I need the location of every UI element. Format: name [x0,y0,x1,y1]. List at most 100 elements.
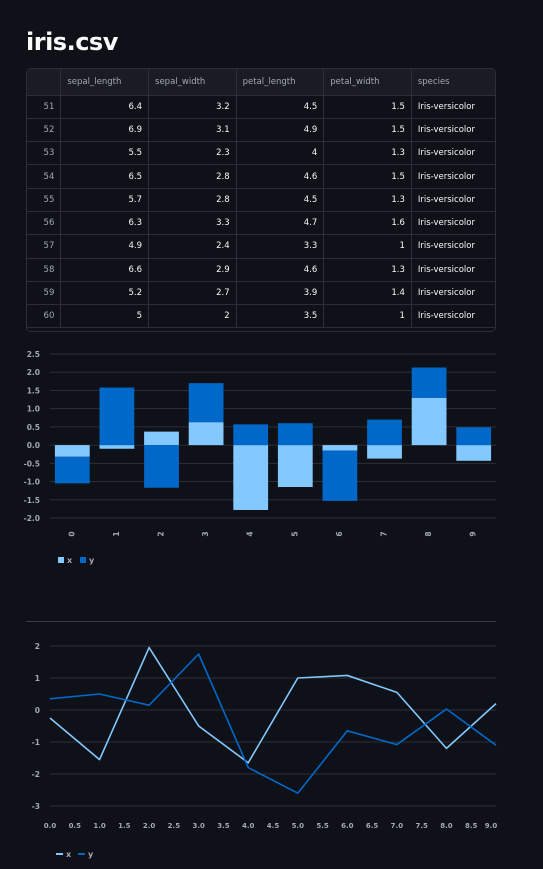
table-cell[interactable]: 5.2 [60,281,150,306]
table-cell[interactable]: 5.5 [60,141,150,166]
table-cell[interactable]: Iris-versicolor [411,164,495,189]
table-cell[interactable]: 6.9 [60,118,150,143]
table-cell[interactable]: 2.9 [148,258,237,282]
bar-x-6[interactable] [322,445,358,451]
row-index[interactable]: 54 [27,164,62,189]
table-cell[interactable]: 4.6 [236,164,325,189]
table-cell[interactable]: 3.2 [148,95,237,119]
row-index[interactable]: 51 [27,95,62,119]
column-header-sepal_length[interactable]: sepal_length [60,69,150,96]
bar-y-3[interactable] [188,383,224,423]
table-cell[interactable]: 1.5 [323,164,412,189]
table-cell[interactable]: Iris-versicolor [411,281,495,306]
bar-x-2[interactable] [144,431,179,446]
row-index[interactable]: 59 [27,281,62,306]
bar-x-7[interactable] [367,445,402,459]
bar-y-9[interactable] [456,427,492,446]
table-cell[interactable]: Iris-versicolor [411,211,495,236]
bar-y-5[interactable] [277,423,313,446]
table-cell[interactable]: 4.9 [236,118,325,143]
table-cell[interactable]: 2 [148,304,237,329]
dataframe-table[interactable]: sepal_length sepal_width petal_length petal… [26,68,496,332]
row-index[interactable]: 60 [27,304,62,329]
column-header-petal_width[interactable]: petal_width [323,69,412,96]
table-cell[interactable]: 6.6 [60,258,150,282]
table-cell[interactable]: 3.9 [236,281,325,306]
legend-swatch-y[interactable] [80,557,86,563]
table-cell[interactable]: 4.5 [236,95,325,119]
row-index[interactable]: 55 [27,188,62,212]
table-cell[interactable]: 6.5 [60,164,150,189]
row-index[interactable]: 57 [27,234,62,259]
table-row[interactable]: 59 5.2 2.7 3.9 1.4 Iris-versicolor [27,281,495,306]
table-cell[interactable]: Iris-versicolor [411,234,495,259]
row-index[interactable]: 52 [27,118,62,143]
bar-y-7[interactable] [367,419,402,446]
column-header-petal_length[interactable]: petal_length [236,69,325,96]
table-cell[interactable]: 4.6 [236,258,325,282]
table-cell[interactable]: 5 [60,304,150,329]
bar-x-8[interactable] [411,397,447,446]
table-cell[interactable]: 2.4 [148,234,237,259]
table-row[interactable]: 56 6.3 3.3 4.7 1.6 Iris-versicolor [27,211,495,236]
table-cell[interactable]: 1.3 [323,258,412,282]
legend-label-y[interactable]: y [89,556,95,565]
table-cell[interactable]: 6.4 [60,95,150,119]
table-cell[interactable]: 1.5 [323,95,412,119]
table-cell[interactable]: 1 [323,234,412,259]
bar-y-1[interactable] [99,387,135,446]
table-cell[interactable]: Iris-versicolor [411,141,495,166]
bar-x-9[interactable] [456,445,492,461]
table-row[interactable]: 52 6.9 3.1 4.9 1.5 Iris-versicolor [27,118,495,143]
table-cell[interactable]: 3.3 [148,211,237,236]
table-cell[interactable]: 3.3 [236,234,325,259]
table-cell[interactable]: 2.7 [148,281,237,306]
table-cell[interactable]: 3.1 [148,118,237,143]
bar-x-5[interactable] [277,445,313,488]
table-cell[interactable]: 4.7 [236,211,325,236]
index-header[interactable] [27,69,62,96]
table-row[interactable]: 60 5 2 3.5 1 Iris-versicolor [27,304,495,329]
bar-x-0[interactable] [54,445,90,457]
bar-y-4[interactable] [233,424,269,446]
row-index[interactable]: 58 [27,258,62,282]
table-cell[interactable]: 4.5 [236,188,325,212]
table-cell[interactable]: 1.3 [323,141,412,166]
bar-y-6[interactable] [322,450,358,501]
column-header-sepal_width[interactable]: sepal_width [148,69,237,96]
table-row[interactable]: 51 6.4 3.2 4.5 1.5 Iris-versicolor [27,95,495,119]
legend-swatch-x[interactable] [58,557,64,563]
table-row[interactable]: 58 6.6 2.9 4.6 1.3 Iris-versicolor [27,258,495,282]
bar-x-1[interactable] [99,445,135,449]
table-row[interactable]: 54 6.5 2.8 4.6 1.5 Iris-versicolor [27,164,495,189]
table-row[interactable]: 55 5.7 2.8 4.5 1.3 Iris-versicolor [27,188,495,212]
table-cell[interactable]: 2.8 [148,164,237,189]
bar-y-8[interactable] [411,367,447,398]
table-cell[interactable]: 1.6 [323,211,412,236]
table-cell[interactable]: Iris-versicolor [411,258,495,282]
table-cell[interactable]: Iris-versicolor [411,188,495,212]
bar-y-0[interactable] [54,456,90,484]
table-cell[interactable]: 4 [236,141,325,166]
bar-x-4[interactable] [233,445,269,510]
table-cell[interactable]: 4.9 [60,234,150,259]
bar-x-3[interactable] [188,422,224,446]
table-cell[interactable]: 5.7 [60,188,150,212]
table-cell[interactable]: 1.4 [323,281,412,306]
table-cell[interactable]: Iris-versicolor [411,118,495,143]
row-index[interactable]: 53 [27,141,62,166]
table-cell[interactable]: 1.3 [323,188,412,212]
line-series-y[interactable] [49,653,497,794]
legend-label-x[interactable]: x [66,850,72,859]
table-cell[interactable]: 1 [323,304,412,329]
table-cell[interactable]: 1.5 [323,118,412,143]
table-cell[interactable]: 6.3 [60,211,150,236]
legend-label-y[interactable]: y [88,850,94,859]
table-row[interactable]: 53 5.5 2.3 4 1.3 Iris-versicolor [27,141,495,166]
row-index[interactable]: 56 [27,211,62,236]
table-cell[interactable]: 3.5 [236,304,325,329]
bar-y-2[interactable] [144,445,179,488]
table-cell[interactable]: Iris-versicolor [411,304,495,329]
column-header-species[interactable]: species [411,69,495,96]
table-cell[interactable]: Iris-versicolor [411,95,495,119]
